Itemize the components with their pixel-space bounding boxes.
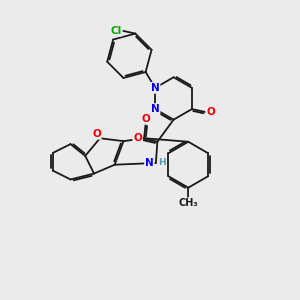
Text: O: O	[133, 133, 142, 143]
Text: N: N	[151, 83, 160, 93]
Text: O: O	[206, 107, 215, 117]
Text: N: N	[145, 158, 154, 168]
Text: Cl: Cl	[111, 26, 122, 36]
Text: CH₃: CH₃	[178, 198, 198, 208]
Text: O: O	[92, 129, 101, 139]
Text: N: N	[151, 104, 160, 114]
Text: H: H	[159, 158, 166, 167]
Text: O: O	[141, 114, 150, 124]
